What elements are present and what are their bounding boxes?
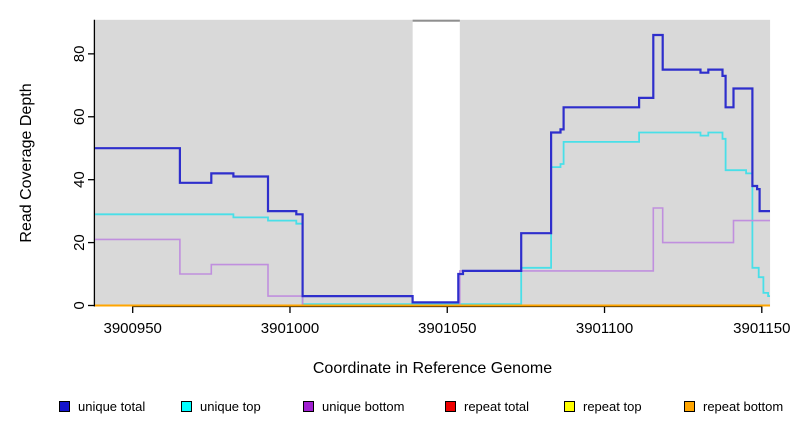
legend-item-unique-top: unique top [181, 399, 261, 415]
legend: unique total unique top unique bottom re… [0, 399, 792, 419]
legend-swatch-unique-top [181, 401, 192, 412]
legend-item-unique-total: unique total [59, 399, 145, 415]
series-unique-total [95, 33, 770, 304]
legend-swatch-repeat-top [564, 401, 575, 412]
legend-label: repeat top [583, 399, 642, 414]
coverage-gap-band [412, 21, 460, 307]
legend-label: repeat total [464, 399, 530, 414]
y-tick-label: 0 [71, 301, 88, 309]
y-tick-label: 60 [71, 108, 88, 125]
y-axis-title: Read Coverage Depth [18, 83, 35, 243]
x-tick-label: 3901050 [418, 320, 476, 337]
x-tick-label: 3901100 [576, 320, 633, 337]
x-axis-title: Coordinate in Reference Genome [312, 360, 553, 377]
legend-swatch-repeat-total [445, 401, 456, 412]
x-tick-label: 3900950 [103, 320, 161, 337]
gap-band-top-border [412, 19, 460, 22]
legend-item-repeat-top: repeat top [564, 399, 642, 415]
legend-swatch-repeat-bottom [684, 401, 695, 412]
y-axis: 0 20 40 60 80 [71, 19, 96, 310]
legend-item-repeat-bottom: repeat bottom [684, 399, 783, 415]
legend-label: repeat bottom [703, 399, 784, 414]
x-tick-label: 3901000 [261, 320, 319, 337]
legend-label: unique top [200, 399, 261, 414]
legend-swatch-unique-bottom [303, 401, 314, 412]
y-tick-label: 80 [71, 46, 88, 63]
legend-item-unique-bottom: unique bottom [303, 399, 404, 415]
legend-label: unique total [78, 399, 146, 414]
legend-item-repeat-total: repeat total [445, 399, 529, 415]
series-unique-top [95, 131, 770, 306]
legend-label: unique bottom [322, 399, 405, 414]
y-tick-label: 40 [71, 171, 88, 188]
x-axis: 3900950 3901000 3901050 3901100 3901150 [103, 305, 790, 337]
y-tick-label: 20 [71, 234, 88, 251]
x-tick-label: 3901150 [733, 320, 790, 337]
legend-swatch-unique-total [59, 401, 70, 412]
